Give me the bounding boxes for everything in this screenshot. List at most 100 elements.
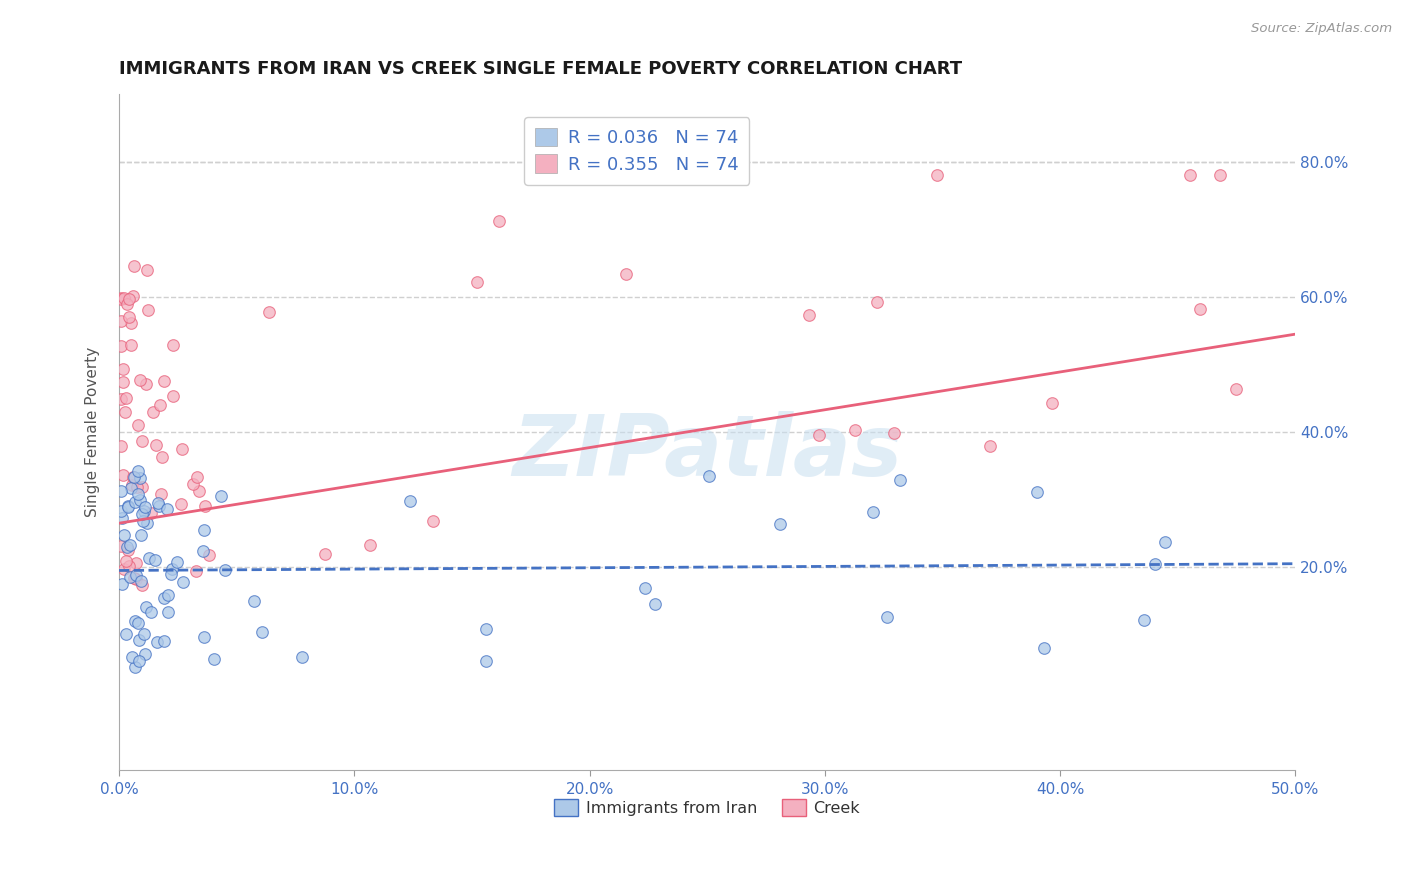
Point (146, 496, 169, 510)
Point (181, 477, 204, 491)
Text: IMMIGRANTS FROM IRAN VS CREEK SINGLE FEMALE POVERTY CORRELATION CHART: IMMIGRANTS FROM IRAN VS CREEK SINGLE FEM… (120, 60, 962, 78)
Point (797, 308, 820, 322)
Point (194, 499, 217, 513)
Point (697, 468, 720, 483)
Point (128, 654, 150, 668)
Point (115, 540, 138, 554)
Point (134, 500, 156, 514)
Point (135, 600, 157, 615)
Point (110, 339, 132, 353)
Point (398, 493, 420, 508)
Point (157, 588, 180, 602)
Point (1144, 557, 1167, 571)
Point (172, 575, 194, 590)
Point (117, 500, 139, 514)
Point (110, 439, 132, 453)
Point (250, 625, 273, 640)
Point (148, 500, 170, 514)
Point (135, 376, 157, 391)
Point (768, 517, 790, 532)
Point (156, 502, 179, 516)
Point (121, 478, 143, 492)
Y-axis label: Single Female Poverty: Single Female Poverty (86, 347, 100, 517)
Point (124, 495, 146, 509)
Point (114, 405, 136, 419)
Point (209, 489, 232, 503)
Point (193, 524, 215, 538)
Point (122, 259, 145, 273)
Point (186, 470, 208, 484)
Point (156, 605, 179, 619)
Point (131, 434, 153, 449)
Point (131, 480, 153, 494)
Point (111, 577, 134, 591)
Point (132, 627, 155, 641)
Point (118, 292, 141, 306)
Point (115, 554, 138, 568)
Point (135, 262, 157, 277)
Point (124, 470, 146, 484)
Point (127, 480, 149, 494)
Point (138, 551, 160, 566)
Point (865, 295, 887, 310)
Point (187, 483, 209, 498)
Point (118, 558, 141, 573)
Point (422, 514, 444, 528)
Point (153, 375, 176, 389)
Point (118, 310, 141, 325)
Point (111, 375, 134, 389)
Point (112, 291, 135, 305)
Point (634, 581, 657, 595)
Point (110, 314, 132, 328)
Text: ZIPatlas: ZIPatlas (512, 411, 903, 494)
Point (124, 572, 146, 586)
Point (191, 543, 214, 558)
Point (149, 486, 172, 500)
Point (883, 425, 905, 440)
Point (1033, 640, 1056, 655)
Point (127, 464, 149, 478)
Point (131, 574, 153, 589)
Point (467, 275, 489, 289)
Point (127, 487, 149, 501)
Point (132, 504, 155, 518)
Point (115, 296, 138, 310)
Point (1208, 169, 1230, 183)
Point (1133, 613, 1156, 627)
Point (112, 562, 135, 576)
Point (120, 570, 142, 584)
Point (153, 633, 176, 648)
Point (1026, 484, 1049, 499)
Point (844, 423, 866, 437)
Point (121, 649, 143, 664)
Point (112, 362, 135, 376)
Text: Source: ZipAtlas.com: Source: ZipAtlas.com (1251, 22, 1392, 36)
Point (122, 571, 145, 585)
Point (110, 504, 132, 518)
Point (979, 439, 1001, 453)
Legend: Immigrants from Iran, Creek: Immigrants from Iran, Creek (548, 793, 866, 822)
Point (198, 549, 221, 563)
Point (112, 528, 135, 542)
Point (115, 627, 138, 641)
Point (1180, 169, 1202, 183)
Point (184, 564, 207, 578)
Point (129, 471, 152, 485)
Point (153, 591, 176, 606)
Point (149, 398, 172, 412)
Point (125, 567, 148, 582)
Point (110, 392, 132, 407)
Point (117, 543, 139, 558)
Point (291, 649, 314, 664)
Point (127, 417, 149, 432)
Point (214, 564, 236, 578)
Point (162, 338, 184, 352)
Point (475, 622, 498, 636)
Point (1225, 382, 1247, 396)
Point (131, 578, 153, 592)
Point (117, 499, 139, 513)
Point (114, 391, 136, 405)
Point (172, 442, 194, 456)
Point (169, 497, 191, 511)
Point (862, 505, 884, 519)
